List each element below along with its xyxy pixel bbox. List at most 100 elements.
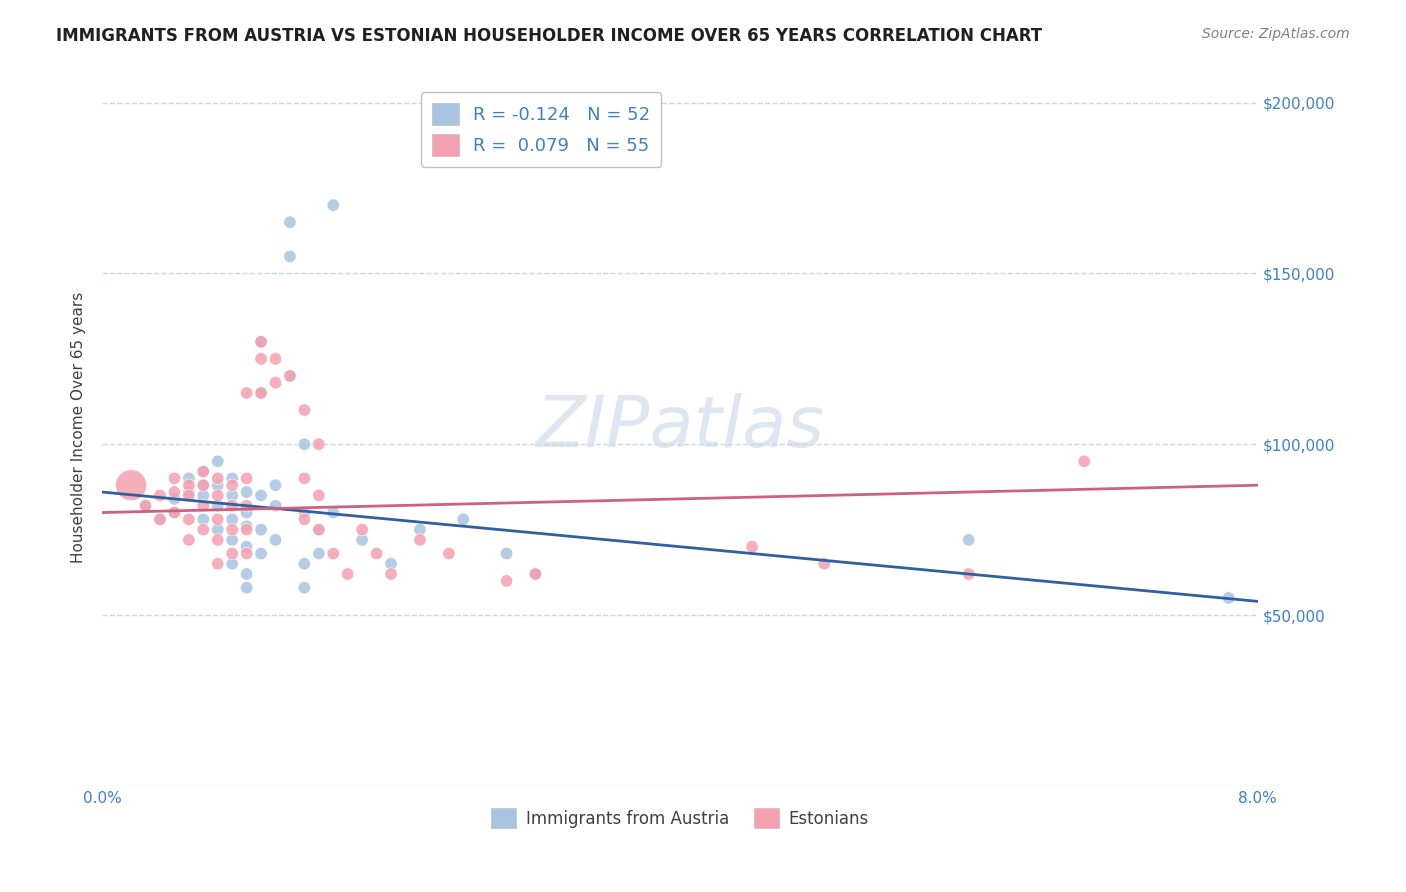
Point — [352, 533, 374, 547]
Point — [308, 523, 330, 537]
Point — [235, 547, 257, 561]
Point — [250, 547, 273, 561]
Point — [264, 376, 287, 390]
Point — [163, 485, 186, 500]
Point — [292, 403, 315, 417]
Point — [336, 567, 359, 582]
Point — [292, 512, 315, 526]
Point — [308, 547, 330, 561]
Point — [207, 523, 229, 537]
Point — [292, 506, 315, 520]
Point — [1073, 454, 1095, 468]
Point — [250, 523, 273, 537]
Text: Source: ZipAtlas.com: Source: ZipAtlas.com — [1202, 27, 1350, 41]
Point — [177, 471, 200, 485]
Point — [957, 567, 980, 582]
Point — [292, 581, 315, 595]
Point — [235, 499, 257, 513]
Point — [264, 351, 287, 366]
Point — [193, 488, 215, 502]
Point — [495, 574, 517, 588]
Point — [437, 547, 460, 561]
Point — [235, 485, 257, 500]
Point — [741, 540, 763, 554]
Point — [177, 485, 200, 500]
Point — [221, 512, 243, 526]
Point — [149, 512, 172, 526]
Point — [193, 478, 215, 492]
Point — [207, 557, 229, 571]
Point — [366, 547, 388, 561]
Point — [292, 437, 315, 451]
Point — [495, 547, 517, 561]
Text: IMMIGRANTS FROM AUSTRIA VS ESTONIAN HOUSEHOLDER INCOME OVER 65 YEARS CORRELATION: IMMIGRANTS FROM AUSTRIA VS ESTONIAN HOUS… — [56, 27, 1042, 45]
Point — [352, 523, 374, 537]
Point — [250, 488, 273, 502]
Point — [278, 249, 301, 263]
Legend: Immigrants from Austria, Estonians: Immigrants from Austria, Estonians — [484, 801, 876, 835]
Point — [235, 540, 257, 554]
Point — [193, 512, 215, 526]
Point — [292, 471, 315, 485]
Point — [235, 386, 257, 401]
Point — [568, 147, 591, 161]
Point — [163, 491, 186, 506]
Point — [163, 506, 186, 520]
Point — [120, 478, 142, 492]
Point — [163, 506, 186, 520]
Point — [193, 465, 215, 479]
Point — [380, 557, 402, 571]
Point — [149, 488, 172, 502]
Point — [409, 523, 432, 537]
Point — [135, 499, 157, 513]
Point — [308, 437, 330, 451]
Point — [308, 488, 330, 502]
Point — [524, 567, 547, 582]
Point — [278, 368, 301, 383]
Point — [221, 499, 243, 513]
Point — [278, 215, 301, 229]
Point — [235, 506, 257, 520]
Point — [221, 471, 243, 485]
Point — [177, 533, 200, 547]
Point — [177, 512, 200, 526]
Point — [163, 471, 186, 485]
Point — [193, 523, 215, 537]
Point — [135, 499, 157, 513]
Point — [380, 567, 402, 582]
Point — [235, 567, 257, 582]
Text: ZIPatlas: ZIPatlas — [536, 392, 824, 462]
Point — [1218, 591, 1240, 605]
Point — [250, 386, 273, 401]
Point — [322, 506, 344, 520]
Point — [207, 488, 229, 502]
Point — [207, 533, 229, 547]
Y-axis label: Householder Income Over 65 years: Householder Income Over 65 years — [72, 292, 86, 563]
Point — [292, 557, 315, 571]
Point — [221, 488, 243, 502]
Point — [193, 499, 215, 513]
Point — [177, 488, 200, 502]
Point — [322, 198, 344, 212]
Point — [322, 547, 344, 561]
Point — [278, 368, 301, 383]
Point — [193, 465, 215, 479]
Point — [207, 478, 229, 492]
Point — [177, 478, 200, 492]
Point — [409, 533, 432, 547]
Point — [207, 471, 229, 485]
Point — [250, 386, 273, 401]
Point — [264, 478, 287, 492]
Point — [235, 523, 257, 537]
Point — [957, 533, 980, 547]
Point — [264, 499, 287, 513]
Point — [524, 567, 547, 582]
Point — [308, 523, 330, 537]
Point — [264, 533, 287, 547]
Point — [235, 581, 257, 595]
Point — [451, 512, 474, 526]
Point — [250, 334, 273, 349]
Point — [221, 478, 243, 492]
Point — [235, 471, 257, 485]
Point — [207, 512, 229, 526]
